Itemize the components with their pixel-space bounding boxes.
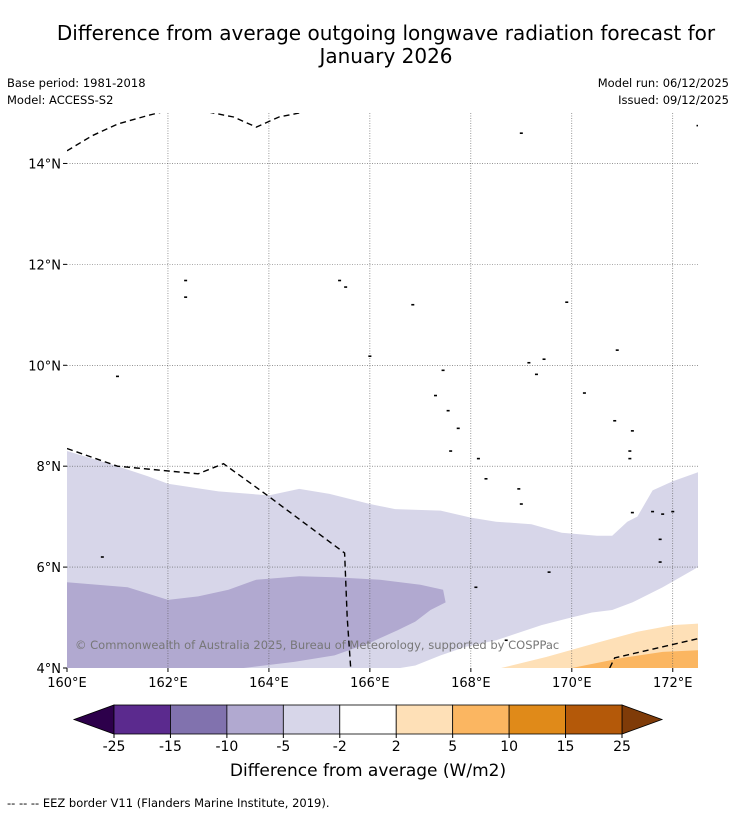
lon-tick-label: 170°E	[552, 676, 592, 691]
band-5-to-10	[571, 650, 698, 668]
island-mark	[344, 286, 348, 288]
colorbar-swatch	[226, 704, 284, 735]
colorbar-label: Difference from average (W/m2)	[229, 761, 507, 781]
colorbar-swatch	[113, 704, 171, 735]
colorbar-swatch	[170, 704, 228, 735]
lon-tick-label: 168°E	[451, 676, 491, 691]
lon-tick-label: 164°E	[249, 676, 289, 691]
island-mark	[519, 503, 523, 505]
island-mark	[338, 279, 342, 282]
island-mark	[411, 303, 415, 306]
island-mark	[456, 427, 460, 430]
lon-tick-label: 166°E	[350, 676, 390, 691]
island-mark	[446, 409, 450, 412]
island-mark	[651, 510, 655, 513]
island-mark	[542, 358, 546, 361]
colorbar-tick-label: -10	[215, 739, 238, 755]
lat-tick-label: 6°N	[37, 561, 62, 576]
lat-tick-label: 12°N	[28, 258, 61, 273]
island-mark	[547, 571, 551, 573]
colorbar-swatch	[452, 704, 510, 735]
island-mark	[671, 510, 675, 513]
island-mark	[517, 488, 521, 490]
chart-title: Difference from average outgoing longwav…	[0, 22, 736, 68]
island-mark	[658, 538, 662, 541]
island-mark	[184, 279, 188, 282]
island-mark	[661, 513, 665, 515]
island-mark	[628, 450, 632, 452]
colorbar-tick-label: 15	[557, 739, 575, 755]
island-mark	[615, 349, 619, 351]
island-mark	[534, 373, 538, 376]
colorbar-extend-under	[72, 704, 115, 735]
lat-tick-label: 4°N	[37, 662, 62, 677]
base-period: Base period: 1981-2018	[7, 76, 146, 90]
eez-border-line	[67, 447, 352, 668]
meta-left: Base period: 1981-2018 Model: ACCESS-S2	[7, 75, 146, 109]
lat-tick-label: 14°N	[28, 157, 61, 172]
colorbar-tick-label: 25	[613, 739, 631, 755]
map-figure: © Commonwealth of Australia 2025, Bureau…	[28, 113, 698, 755]
colorbar-tick-label: 2	[392, 739, 401, 755]
island-mark	[519, 132, 523, 134]
lon-tick-label: 172°E	[653, 676, 693, 691]
colorbar-swatch	[282, 704, 341, 735]
island-mark	[449, 450, 453, 452]
eez-legend: -- -- -- EEZ border V11 (Flanders Marine…	[7, 796, 330, 810]
island-mark	[565, 301, 569, 304]
island-mark	[441, 369, 445, 372]
island-mark	[504, 639, 508, 642]
model-run: Model run: 06/12/2025	[597, 76, 729, 90]
lon-tick-label: 162°E	[148, 676, 188, 691]
colorbar-tick-label: 10	[500, 739, 518, 755]
island-mark	[527, 361, 531, 364]
island-mark	[474, 586, 478, 589]
island-mark	[476, 457, 480, 460]
lon-tick-label: 160°E	[47, 676, 87, 691]
island-mark	[658, 561, 662, 563]
plot-area: © Commonwealth of Australia 2025, Bureau…	[67, 113, 698, 668]
colorbar-tick-label: 5	[448, 739, 457, 755]
lat-tick-label: 10°N	[28, 359, 61, 374]
island-mark	[630, 430, 634, 432]
island-mark	[484, 477, 488, 480]
title-line-2: January 2026	[319, 44, 453, 68]
island-mark	[115, 375, 119, 378]
meta-right: Model run: 06/12/2025 Issued: 09/12/2025	[598, 75, 729, 109]
lat-tick-label: 8°N	[37, 460, 62, 475]
eez-border-line	[609, 638, 698, 668]
title-line-1: Difference from average outgoing longwav…	[56, 21, 716, 45]
island-mark	[630, 511, 634, 514]
island-mark	[696, 124, 698, 127]
island-mark	[434, 394, 438, 397]
island-mark	[100, 556, 104, 558]
colorbar-tick-label: -25	[103, 739, 126, 755]
colorbar-swatch	[395, 704, 454, 735]
island-mark	[184, 296, 188, 298]
colorbar-swatch	[339, 704, 397, 735]
island-mark	[368, 355, 372, 357]
colorbar-tick-label: -5	[276, 739, 290, 755]
colorbar-tick-label: -15	[159, 739, 182, 755]
island-mark	[582, 392, 586, 394]
model-name: Model: ACCESS-S2	[7, 93, 114, 107]
colorbar-swatch	[565, 704, 623, 735]
eez-border-line	[67, 113, 300, 152]
copyright-text: © Commonwealth of Australia 2025, Bureau…	[75, 638, 559, 652]
band-minus10-to-minus5	[67, 576, 446, 668]
island-mark	[628, 457, 632, 460]
colorbar-extend-over	[621, 704, 664, 735]
issued-date: Issued: 09/12/2025	[618, 93, 729, 107]
colorbar-swatch	[508, 704, 566, 735]
island-mark	[613, 419, 617, 422]
colorbar-tick-label: -2	[333, 739, 347, 755]
